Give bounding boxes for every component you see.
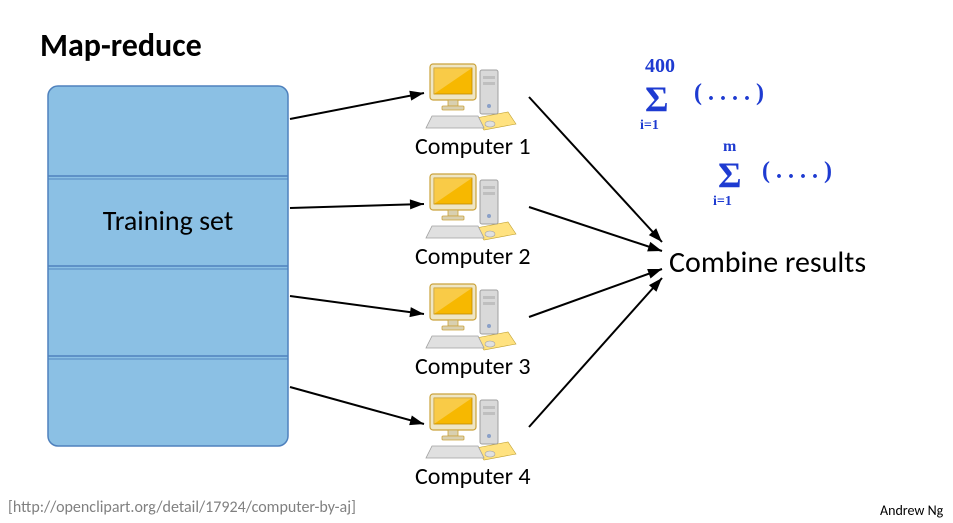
computer-label: Computer 2 bbox=[415, 242, 531, 271]
handwritten-annotation: ( . . . . ) bbox=[694, 80, 764, 107]
computer-label: Computer 1 bbox=[415, 132, 531, 161]
handwritten-annotation: Σ bbox=[645, 78, 669, 120]
computer-label: Computer 3 bbox=[415, 352, 531, 381]
handwritten-annotation: 400 bbox=[645, 55, 675, 78]
combine-results-label: Combine results bbox=[669, 244, 866, 281]
source-citation: [http://openclipart.org/detail/17924/com… bbox=[8, 498, 356, 517]
handwritten-annotation: i=1 bbox=[640, 118, 659, 134]
handwritten-annotation: Σ bbox=[718, 154, 742, 196]
author-credit: Andrew Ng bbox=[880, 502, 943, 519]
computer-label: Computer 4 bbox=[415, 462, 531, 491]
handwritten-annotation: ( . . . . ) bbox=[762, 158, 832, 185]
training-set-label: Training set bbox=[48, 203, 288, 238]
handwritten-annotation: i=1 bbox=[713, 194, 732, 210]
